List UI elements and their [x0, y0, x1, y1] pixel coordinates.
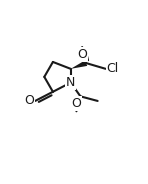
Text: Cl: Cl: [107, 62, 119, 75]
Polygon shape: [71, 60, 87, 69]
Text: O: O: [24, 94, 34, 107]
Text: O: O: [71, 97, 81, 110]
Text: N: N: [66, 76, 75, 89]
Text: O: O: [77, 48, 87, 61]
